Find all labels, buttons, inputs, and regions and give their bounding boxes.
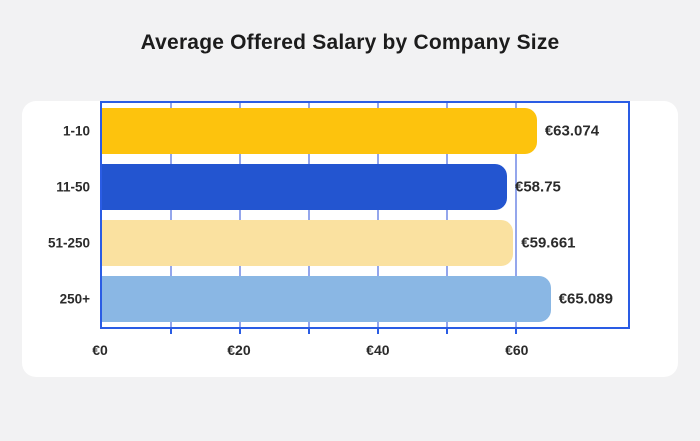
x-tick-label: €20 [227, 342, 251, 358]
gridline [376, 103, 379, 327]
gridline [307, 103, 310, 327]
chart-row: 51-250 €59.661 [48, 215, 628, 271]
x-axis-labels: €0 €20 €40 €60 [92, 342, 630, 359]
category-label: 51-250 [47, 235, 90, 251]
axis-tick [238, 329, 241, 334]
plot-area: 1-10 €63.074 11-50 €58.75 51-250 €59.661 250+ €… [48, 101, 630, 334]
value-label: €63.074 [544, 122, 600, 140]
bar-51-250 [102, 220, 514, 266]
value-label: €58.75 [515, 178, 561, 196]
bar-rows: 1-10 €63.074 11-50 €58.75 51-250 €59.661 250+ €… [48, 103, 628, 327]
chart-row: 11-50 €58.75 [56, 159, 628, 215]
chart-row: 1-10 €63.074 [63, 103, 628, 159]
bar-11-50 [102, 164, 507, 210]
x-tick-label: €40 [366, 342, 390, 358]
category-label: 250+ [59, 291, 90, 307]
x-tick-label: €0 [92, 342, 108, 358]
axis-tick [445, 329, 448, 334]
value-label: €59.661 [521, 234, 576, 252]
axis-tick [514, 329, 517, 334]
gridline [169, 103, 172, 327]
axis-tick [169, 329, 172, 334]
chart-title: Average Offered Salary by Company Size [140, 31, 560, 54]
value-label: €65.089 [558, 290, 613, 308]
bar-250+ [102, 276, 551, 322]
page-background: Average Offered Salary by Company Size 1… [22, 31, 678, 377]
gridline [514, 103, 517, 327]
gridline [445, 103, 448, 327]
chart-card: 1-10 €63.074 11-50 €58.75 51-250 €59.661 250+ €… [22, 101, 678, 377]
category-label: 1-10 [62, 123, 90, 139]
x-tick-label: €60 [505, 342, 529, 358]
axis-tick [307, 329, 310, 334]
chart-row: 250+ €65.089 [60, 271, 628, 327]
axis-tick [376, 329, 379, 334]
gridline [238, 103, 241, 327]
category-label: 11-50 [56, 179, 90, 195]
bar-1-10 [102, 108, 537, 154]
bar-chart: 1-10 €63.074 11-50 €58.75 51-250 €59.661 250+ €… [48, 101, 630, 359]
